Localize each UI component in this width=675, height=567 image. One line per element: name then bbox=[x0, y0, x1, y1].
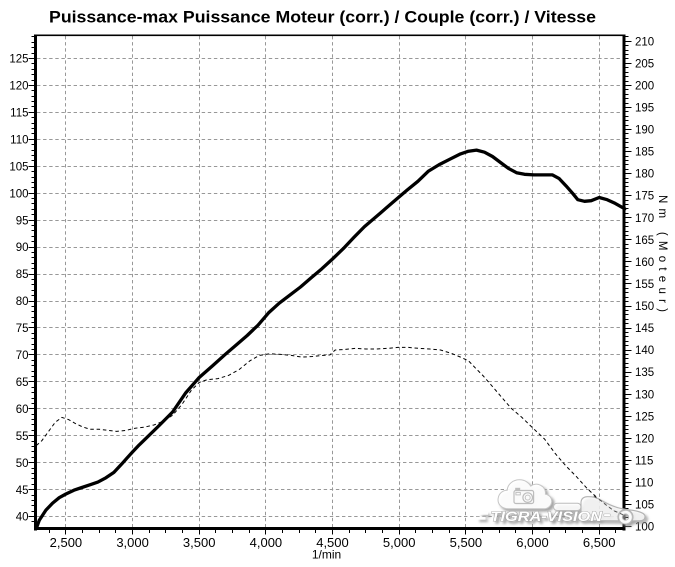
svg-text:Puissance-max Puissance Moteur: Puissance-max Puissance Moteur (corr.) /… bbox=[49, 8, 596, 27]
svg-text:70: 70 bbox=[16, 350, 29, 362]
svg-text:195: 195 bbox=[635, 103, 654, 115]
svg-text:125: 125 bbox=[9, 54, 28, 66]
svg-text:3,500: 3,500 bbox=[183, 535, 216, 550]
svg-text:90: 90 bbox=[16, 242, 29, 254]
svg-text:65: 65 bbox=[16, 377, 29, 389]
svg-text:120: 120 bbox=[635, 433, 654, 445]
svg-text:2,500: 2,500 bbox=[50, 535, 83, 550]
svg-text:6,500: 6,500 bbox=[583, 535, 616, 550]
svg-text:75: 75 bbox=[16, 323, 29, 335]
svg-text:210: 210 bbox=[635, 36, 654, 48]
svg-text:85: 85 bbox=[16, 269, 29, 281]
svg-text:60: 60 bbox=[16, 404, 29, 416]
svg-text:115: 115 bbox=[10, 108, 28, 120]
svg-text:160: 160 bbox=[635, 257, 654, 269]
svg-text:6,000: 6,000 bbox=[516, 535, 549, 550]
svg-text:40: 40 bbox=[16, 512, 29, 524]
svg-text:100: 100 bbox=[9, 188, 28, 200]
svg-text:1/min: 1/min bbox=[312, 548, 341, 562]
svg-text:105: 105 bbox=[635, 500, 654, 512]
svg-text:175: 175 bbox=[635, 191, 654, 203]
svg-text:4,500: 4,500 bbox=[316, 535, 349, 550]
svg-text:TIGRA-VISION: TIGRA-VISION bbox=[491, 509, 603, 525]
svg-text:115: 115 bbox=[635, 455, 653, 467]
svg-text:205: 205 bbox=[635, 58, 654, 70]
svg-text:45: 45 bbox=[16, 485, 29, 497]
svg-text:200: 200 bbox=[635, 80, 654, 92]
svg-text:140: 140 bbox=[635, 345, 654, 357]
svg-text:5,500: 5,500 bbox=[450, 535, 483, 550]
svg-text:190: 190 bbox=[635, 125, 654, 137]
svg-text:145: 145 bbox=[635, 323, 654, 335]
svg-text:55: 55 bbox=[16, 431, 29, 443]
svg-text:165: 165 bbox=[635, 235, 654, 247]
svg-text:95: 95 bbox=[16, 215, 29, 227]
svg-text:105: 105 bbox=[9, 161, 28, 173]
svg-text:3,000: 3,000 bbox=[116, 535, 149, 550]
svg-text:130: 130 bbox=[635, 389, 654, 401]
svg-text:150: 150 bbox=[635, 301, 654, 313]
svg-text:185: 185 bbox=[635, 147, 654, 159]
svg-text:4,000: 4,000 bbox=[250, 535, 283, 550]
svg-text:120: 120 bbox=[9, 81, 28, 93]
svg-text:170: 170 bbox=[635, 213, 654, 225]
svg-text:50: 50 bbox=[16, 458, 29, 470]
svg-text:80: 80 bbox=[16, 296, 29, 308]
svg-text:125: 125 bbox=[635, 411, 654, 423]
svg-text:135: 135 bbox=[635, 367, 654, 379]
svg-text:180: 180 bbox=[635, 169, 654, 181]
svg-text:110: 110 bbox=[635, 478, 653, 490]
svg-text:110: 110 bbox=[10, 134, 28, 146]
svg-text:5,000: 5,000 bbox=[383, 535, 416, 550]
svg-text:155: 155 bbox=[635, 279, 654, 291]
svg-text:100: 100 bbox=[635, 522, 654, 534]
